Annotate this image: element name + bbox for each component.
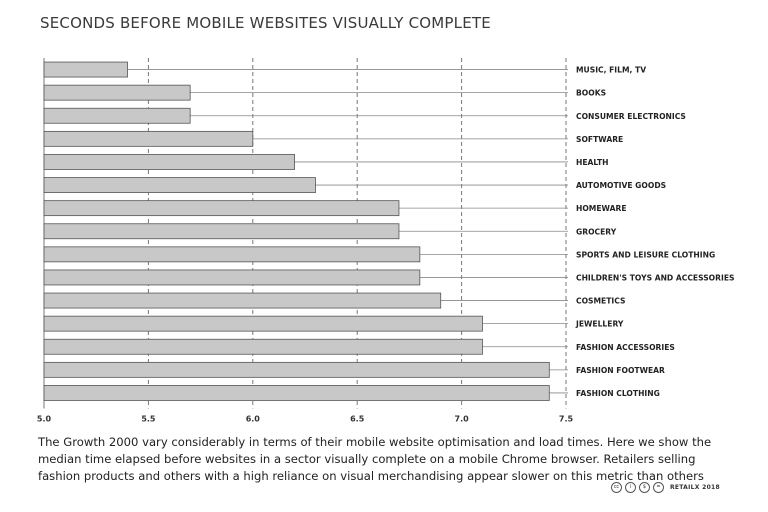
category-label: FASHION CLOTHING bbox=[576, 389, 660, 398]
chart-caption: The Growth 2000 vary considerably in ter… bbox=[38, 435, 712, 483]
category-label: FASHION ACCESSORIES bbox=[576, 343, 675, 352]
bar bbox=[43, 246, 421, 263]
category-label: AUTOMOTIVE GOODS bbox=[576, 181, 666, 190]
bar bbox=[43, 385, 550, 401]
bar-chart: 5.0 5.5 6.0 6.5 7.0 7.5 MUSIC, FILM, TV BOOKS C… bbox=[37, 58, 734, 424]
category-label: HOMEWARE bbox=[576, 204, 627, 213]
category-label: SPORTS AND LEISURE CLOTHING bbox=[576, 250, 715, 259]
chart-title: SECONDS BEFORE MOBILE WEBSITES VISUALLY … bbox=[40, 14, 491, 32]
bars bbox=[43, 61, 568, 401]
bar bbox=[43, 61, 128, 78]
x-axis-ticks: 5.0 5.5 6.0 6.5 7.0 7.5 bbox=[37, 415, 574, 424]
x-tick-label: 5.0 bbox=[37, 415, 52, 424]
category-label: CONSUMER ELECTRONICS bbox=[576, 112, 686, 121]
category-label: CHILDREN'S TOYS AND ACCESSORIES bbox=[576, 273, 734, 282]
bar bbox=[43, 177, 316, 193]
category-label: GROCERY bbox=[576, 227, 617, 236]
category-label: JEWELLERY bbox=[575, 320, 624, 329]
bar bbox=[43, 315, 483, 332]
bar bbox=[43, 223, 400, 240]
bar bbox=[43, 269, 421, 286]
x-tick-label: 7.0 bbox=[455, 415, 470, 424]
x-tick-label: 6.0 bbox=[246, 415, 261, 424]
category-label: FASHION FOOTWEAR bbox=[576, 366, 665, 375]
cc-icon: cc bbox=[610, 482, 622, 493]
bar bbox=[43, 361, 550, 378]
credit-text: RETAILX 2018 bbox=[669, 484, 720, 491]
credit-block: cc i $ = RETAILX 2018 bbox=[610, 482, 720, 493]
category-label: HEALTH bbox=[576, 158, 609, 167]
bar bbox=[43, 107, 191, 124]
category-labels: MUSIC, FILM, TV BOOKS CONSUMER ELECTRONICS… bbox=[575, 66, 734, 398]
x-tick-label: 5.5 bbox=[141, 415, 156, 424]
bar bbox=[43, 292, 442, 309]
bar bbox=[43, 154, 295, 170]
bar bbox=[43, 130, 254, 147]
x-tick-label: 6.5 bbox=[350, 415, 365, 424]
by-icon: i bbox=[624, 482, 636, 493]
nd-icon: = bbox=[652, 482, 664, 493]
category-label: SOFTWARE bbox=[576, 135, 623, 144]
category-label: BOOKS bbox=[576, 89, 606, 98]
nc-icon: $ bbox=[638, 482, 650, 493]
bar bbox=[43, 338, 483, 355]
category-label: COSMETICS bbox=[576, 297, 625, 306]
bar bbox=[43, 200, 400, 217]
bar bbox=[43, 84, 191, 101]
category-label: MUSIC, FILM, TV bbox=[576, 66, 646, 75]
x-tick-label: 7.5 bbox=[559, 415, 574, 424]
